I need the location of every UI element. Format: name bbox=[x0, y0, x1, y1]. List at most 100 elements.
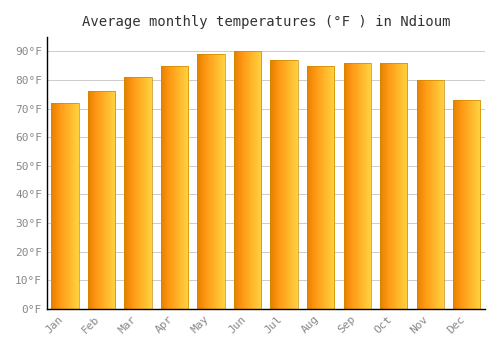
Bar bbox=[141, 77, 142, 309]
Bar bbox=[111, 91, 112, 309]
Bar bbox=[136, 77, 137, 309]
Bar bbox=[169, 66, 170, 309]
Bar bbox=[129, 77, 130, 309]
Bar bbox=[431, 80, 432, 309]
Bar bbox=[345, 63, 346, 309]
Bar bbox=[362, 63, 363, 309]
Bar bbox=[348, 63, 350, 309]
Bar bbox=[185, 66, 186, 309]
Bar bbox=[52, 103, 53, 309]
Bar bbox=[182, 66, 183, 309]
Bar bbox=[453, 100, 454, 309]
Bar bbox=[90, 91, 91, 309]
Bar bbox=[125, 77, 126, 309]
Bar bbox=[260, 51, 262, 309]
Bar bbox=[214, 54, 215, 309]
Bar bbox=[181, 66, 182, 309]
Bar bbox=[356, 63, 358, 309]
Bar bbox=[127, 77, 128, 309]
Bar bbox=[347, 63, 348, 309]
Bar bbox=[311, 66, 312, 309]
Bar bbox=[382, 63, 383, 309]
Bar bbox=[90, 91, 92, 309]
Bar bbox=[236, 51, 237, 309]
Bar bbox=[274, 60, 275, 309]
Bar bbox=[170, 66, 172, 309]
Bar bbox=[258, 51, 260, 309]
Bar bbox=[440, 80, 441, 309]
Bar bbox=[327, 66, 328, 309]
Bar bbox=[432, 80, 434, 309]
Bar bbox=[212, 54, 214, 309]
Bar bbox=[442, 80, 443, 309]
Bar bbox=[218, 54, 219, 309]
Bar bbox=[220, 54, 221, 309]
Bar bbox=[251, 51, 252, 309]
Bar bbox=[112, 91, 113, 309]
Bar bbox=[72, 103, 74, 309]
Bar bbox=[416, 80, 418, 309]
Bar bbox=[322, 66, 323, 309]
Bar bbox=[292, 60, 293, 309]
Bar bbox=[344, 63, 346, 309]
Bar bbox=[386, 63, 387, 309]
Bar bbox=[364, 63, 365, 309]
Bar bbox=[204, 54, 206, 309]
Bar bbox=[103, 91, 104, 309]
Bar bbox=[202, 54, 203, 309]
Bar bbox=[280, 60, 281, 309]
Bar bbox=[389, 63, 390, 309]
Bar bbox=[466, 100, 467, 309]
Bar bbox=[108, 91, 109, 309]
Bar bbox=[443, 80, 444, 309]
Bar bbox=[287, 60, 288, 309]
Bar bbox=[323, 66, 324, 309]
Bar bbox=[218, 54, 220, 309]
Bar bbox=[97, 91, 98, 309]
Bar bbox=[66, 103, 67, 309]
Bar bbox=[150, 77, 152, 309]
Bar bbox=[475, 100, 476, 309]
Bar bbox=[294, 60, 295, 309]
Bar bbox=[234, 51, 262, 309]
Bar bbox=[352, 63, 353, 309]
Bar bbox=[292, 60, 294, 309]
Bar bbox=[74, 103, 76, 309]
Bar bbox=[55, 103, 56, 309]
Bar bbox=[417, 80, 418, 309]
Bar bbox=[344, 63, 371, 309]
Bar bbox=[166, 66, 167, 309]
Bar bbox=[390, 63, 392, 309]
Bar bbox=[143, 77, 144, 309]
Bar bbox=[420, 80, 421, 309]
Bar bbox=[210, 54, 212, 309]
Bar bbox=[96, 91, 97, 309]
Bar bbox=[53, 103, 54, 309]
Bar bbox=[208, 54, 209, 309]
Bar bbox=[436, 80, 437, 309]
Bar bbox=[370, 63, 372, 309]
Bar bbox=[406, 63, 407, 309]
Bar bbox=[296, 60, 297, 309]
Bar bbox=[330, 66, 332, 309]
Bar bbox=[291, 60, 292, 309]
Bar bbox=[399, 63, 400, 309]
Bar bbox=[88, 91, 116, 309]
Bar bbox=[186, 66, 188, 309]
Bar bbox=[198, 54, 199, 309]
Bar bbox=[242, 51, 243, 309]
Bar bbox=[214, 54, 216, 309]
Bar bbox=[276, 60, 277, 309]
Bar bbox=[137, 77, 138, 309]
Bar bbox=[68, 103, 70, 309]
Bar bbox=[396, 63, 398, 309]
Bar bbox=[150, 77, 151, 309]
Bar bbox=[426, 80, 427, 309]
Bar bbox=[358, 63, 360, 309]
Bar bbox=[270, 60, 298, 309]
Bar bbox=[74, 103, 75, 309]
Bar bbox=[234, 51, 235, 309]
Bar bbox=[331, 66, 332, 309]
Bar bbox=[70, 103, 72, 309]
Bar bbox=[132, 77, 134, 309]
